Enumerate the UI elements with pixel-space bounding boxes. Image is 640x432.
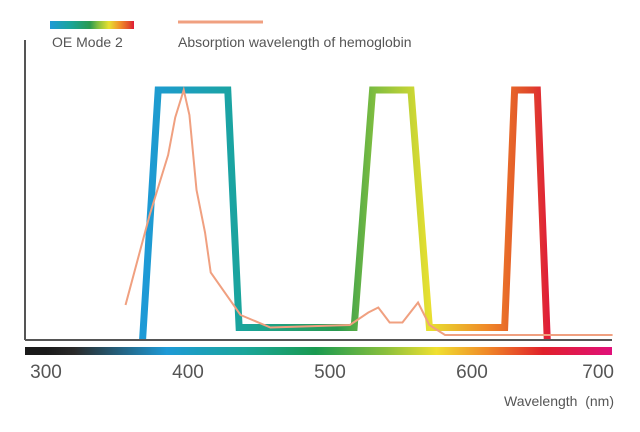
legend-label-oe-mode: OE Mode 2: [52, 34, 123, 50]
x-tick-label: 400: [172, 362, 204, 383]
legend: OE Mode 2 Absorption wavelength of hemog…: [50, 20, 412, 50]
legend-swatch-oe-mode: [50, 21, 134, 29]
x-tick-labels: 300 400 500 600 700: [30, 362, 614, 383]
x-tick-label: 700: [582, 362, 614, 383]
legend-label-hemoglobin: Absorption wavelength of hemoglobin: [178, 34, 412, 50]
x-tick-label: 500: [314, 362, 346, 383]
x-tick-label: 300: [30, 362, 62, 383]
x-tick-label: 600: [456, 362, 488, 383]
series-oe-mode-2: [139, 86, 551, 341]
series-hemoglobin: [124, 86, 613, 336]
spectrum-bar: [25, 347, 612, 355]
x-axis-label: Wavelength (nm): [504, 393, 614, 409]
